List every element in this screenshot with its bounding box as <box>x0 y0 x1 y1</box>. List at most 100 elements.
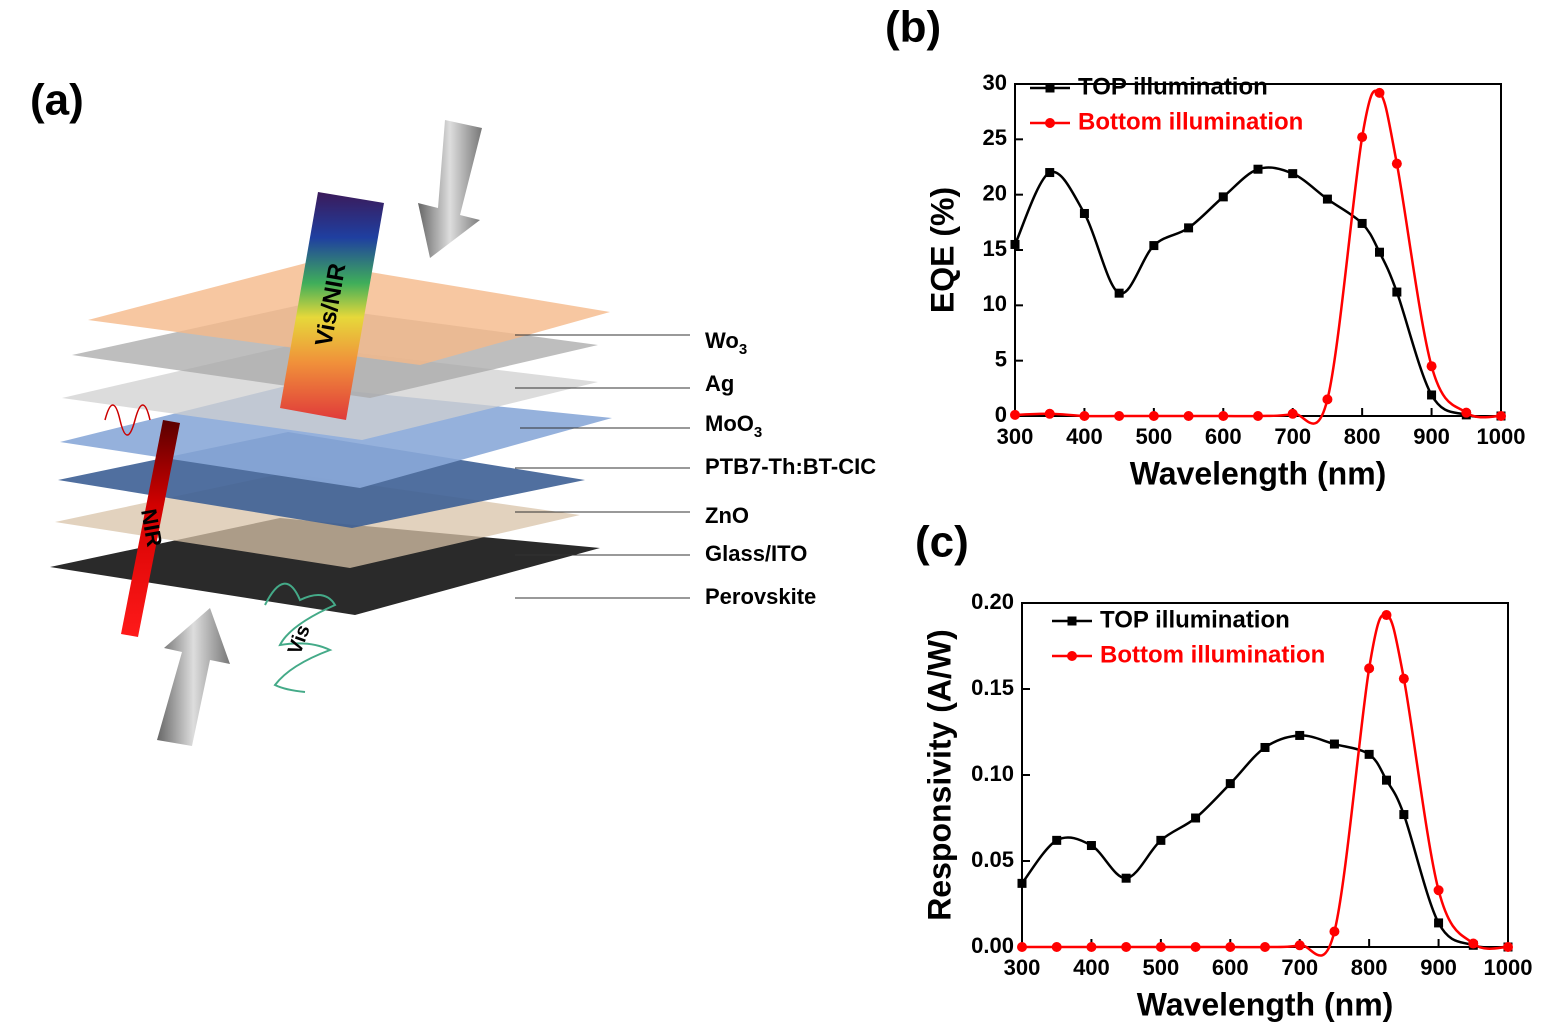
data-point <box>1374 87 1385 98</box>
data-point <box>1260 742 1270 752</box>
data-point <box>1010 409 1020 420</box>
data-point <box>1190 942 1201 952</box>
data-point <box>1218 192 1228 202</box>
x-tick-label: 1000 <box>1484 955 1533 980</box>
data-point <box>1260 942 1270 952</box>
legend-label: Bottom illumination <box>1100 641 1325 668</box>
y-tick-label: 20 <box>983 180 1007 205</box>
layer-label: Glass/ITO <box>705 541 807 566</box>
series-line <box>1013 166 1502 418</box>
layer-name: Wo <box>705 328 739 353</box>
data-point <box>1225 942 1236 952</box>
data-point <box>1045 168 1055 178</box>
data-point <box>1329 739 1339 749</box>
x-tick-label: 900 <box>1413 424 1450 449</box>
data-point <box>1461 407 1472 418</box>
data-point <box>1357 132 1368 143</box>
data-point <box>1052 835 1062 845</box>
data-point <box>1295 730 1305 740</box>
data-point <box>1382 775 1391 785</box>
data-point <box>1044 408 1055 419</box>
y-tick-label: 30 <box>983 70 1007 95</box>
data-point <box>1364 663 1375 674</box>
layer-label: MoO3 <box>705 411 762 441</box>
legend-label: TOP illumination <box>1078 73 1268 100</box>
legend-marker <box>1045 83 1055 93</box>
diagram: (a) Vis/NIR NIR Vis Wo3 Ag <box>30 76 876 746</box>
data-point <box>1503 942 1513 952</box>
data-point <box>1079 411 1090 421</box>
data-point <box>1253 164 1263 174</box>
data-point <box>1294 940 1305 951</box>
y-tick-label: 0.05 <box>971 847 1014 872</box>
data-point <box>1149 241 1159 251</box>
y-tick-label: 15 <box>983 236 1007 261</box>
wave <box>104 404 151 436</box>
x-tick-label: 1000 <box>1477 424 1526 449</box>
data-point <box>1288 169 1298 179</box>
data-point <box>1225 779 1235 789</box>
data-point <box>1468 938 1479 949</box>
y-tick-label: 25 <box>983 125 1007 150</box>
data-point <box>1399 810 1409 820</box>
data-point <box>1121 873 1131 883</box>
data-point <box>1322 194 1332 204</box>
x-tick-label: 700 <box>1274 424 1311 449</box>
x-tick-label: 500 <box>1142 955 1179 980</box>
legend-label: Bottom illumination <box>1078 108 1303 135</box>
data-point <box>1434 918 1444 928</box>
data-point <box>1148 411 1159 421</box>
data-point <box>1392 287 1402 297</box>
layer-label: ZnO <box>705 503 749 528</box>
light-arrow <box>157 608 230 746</box>
data-point <box>1184 223 1194 233</box>
data-point <box>1114 411 1125 421</box>
data-point <box>1391 158 1402 169</box>
data-point <box>1375 247 1384 257</box>
data-point <box>1114 288 1124 298</box>
chart: 300 400 500 600 700 800 900 1000 0 5 10 15 20 25 30 Wav… <box>924 70 1525 492</box>
x-tick-label: 800 <box>1351 955 1388 980</box>
data-point <box>1121 942 1132 952</box>
data-point <box>1191 813 1201 823</box>
layer-sub: 3 <box>754 424 762 441</box>
data-point <box>1218 411 1229 421</box>
x-tick-label: 400 <box>1066 424 1103 449</box>
data-point <box>1017 942 1027 952</box>
x-axis-title: Wavelength (nm) <box>1137 986 1394 1022</box>
x-tick-label: 900 <box>1420 955 1457 980</box>
legend-marker <box>1067 616 1077 626</box>
y-tick-label: 0.15 <box>971 675 1014 700</box>
y-tick-label: 0.20 <box>971 589 1014 614</box>
layer-label: PTB7-Th:BT-CIC <box>705 454 876 479</box>
data-point <box>1322 394 1333 405</box>
data-point <box>1253 411 1263 421</box>
layer-label: Perovskite <box>705 584 816 609</box>
beam-label: Vis <box>284 622 315 657</box>
data-point <box>1496 411 1506 421</box>
y-tick-label: 0.10 <box>971 761 1014 786</box>
y-tick-label: 10 <box>983 291 1007 316</box>
y-axis-title: EQE (%) <box>924 187 960 313</box>
x-axis-title: Wavelength (nm) <box>1130 455 1387 491</box>
x-tick-label: 400 <box>1073 955 1110 980</box>
series-line <box>1021 734 1509 949</box>
leaders <box>515 334 690 599</box>
data-point <box>1427 390 1437 400</box>
data-point <box>1010 239 1020 249</box>
series-line <box>1014 89 1502 425</box>
legend-marker <box>1067 651 1077 661</box>
data-point <box>1329 926 1340 937</box>
layer-label: Ag <box>705 371 734 396</box>
data-point <box>1433 885 1444 896</box>
x-tick-label: 600 <box>1205 424 1242 449</box>
x-tick-label: 800 <box>1344 424 1381 449</box>
legend-label: TOP illumination <box>1100 606 1290 633</box>
legend-marker <box>1045 118 1055 128</box>
data-point <box>1051 942 1062 952</box>
data-point <box>1364 749 1374 759</box>
data-point <box>1086 942 1097 952</box>
data-point <box>1183 411 1194 421</box>
data-point <box>1398 673 1409 684</box>
